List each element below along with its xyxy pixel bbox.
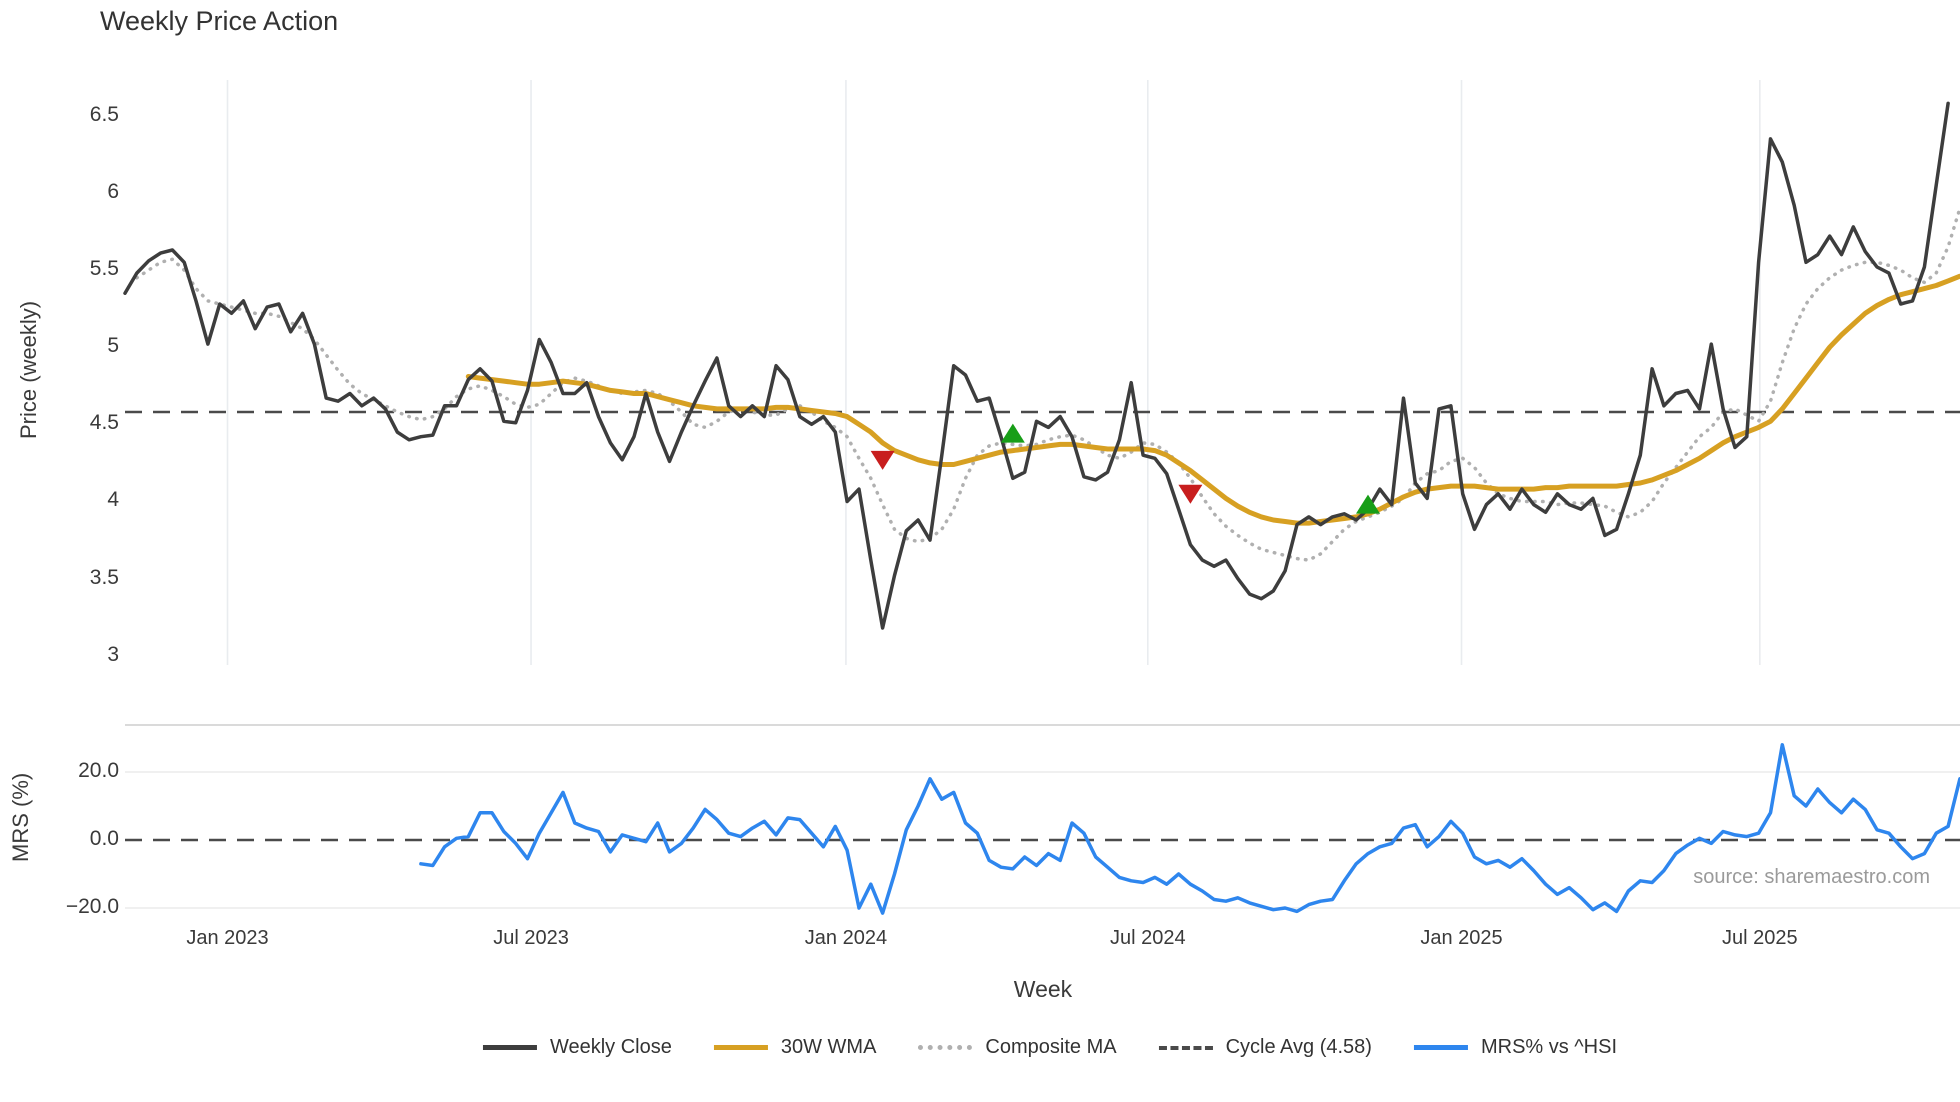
mrs-ytick-−20.0: −20.0 (65, 895, 119, 918)
price-ytick-4: 4 (107, 488, 119, 512)
xtick-jan-2024: Jan 2024 (804, 927, 888, 949)
week-axis-title: Week (1013, 976, 1073, 1002)
mrs-ytick-20.0: 20.0 (78, 759, 119, 782)
legend-swatch (1413, 1045, 1468, 1050)
triangle-down-marker[interactable] (1178, 484, 1203, 504)
series-mrs-vs-hsi[interactable] (419, 743, 1960, 915)
legend-label: Cycle Avg (4.58) (1225, 1036, 1372, 1058)
legend-item-composite-ma[interactable]: Composite MA (918, 1036, 1117, 1059)
xtick-jan-2025: Jan 2025 (1420, 927, 1503, 949)
series-30w-wma[interactable] (465, 273, 1960, 526)
legend-label: MRS% vs ^HSI (1480, 1036, 1618, 1058)
price-ytick-4.5: 4.5 (89, 411, 119, 435)
legend: Weekly Close 30W WMA Composite MA Cycle Avg… (462, 1036, 1638, 1059)
series-composite-ma[interactable] (135, 206, 1960, 562)
xtick-jan-2023: Jan 2023 (186, 927, 269, 949)
price-ytick-5.5: 5.5 (89, 257, 119, 281)
legend-swatch (918, 1045, 973, 1050)
source-note: source: sharemaestro.com (1693, 866, 1930, 888)
xtick-jul-2023: Jul 2023 (493, 927, 569, 949)
legend-label: 30W WMA (780, 1036, 877, 1058)
price-ytick-6: 6 (107, 179, 119, 203)
mrs-ytick-0.0: 0.0 (89, 827, 119, 850)
legend-item-mrs-vs-hsi[interactable]: MRS% vs ^HSI (1413, 1036, 1618, 1059)
legend-swatch (1158, 1045, 1213, 1050)
triangle-up-marker[interactable] (1000, 423, 1025, 443)
legend-label: Weekly Close (549, 1036, 672, 1058)
legend-item-cycle-avg-4-58-[interactable]: Cycle Avg (4.58) (1158, 1036, 1372, 1059)
price-ytick-6.5: 6.5 (89, 102, 119, 126)
price-ytick-5: 5 (107, 334, 119, 358)
price-ytick-3.5: 3.5 (89, 565, 119, 589)
triangle-up-marker[interactable] (1355, 494, 1380, 514)
series-weekly-close[interactable] (123, 101, 1950, 630)
legend-item-30w-wma[interactable]: 30W WMA (713, 1036, 877, 1059)
xtick-jul-2025: Jul 2025 (1722, 927, 1798, 949)
chart-title: Weekly Price Action (100, 6, 339, 36)
legend-item-weekly-close[interactable]: Weekly Close (482, 1036, 672, 1059)
triangle-down-marker[interactable] (870, 450, 895, 470)
legend-swatch (482, 1045, 537, 1050)
price-ytick-3: 3 (107, 642, 119, 666)
legend-swatch (713, 1045, 768, 1050)
legend-label: Composite MA (985, 1036, 1117, 1058)
xtick-jul-2024: Jul 2024 (1109, 927, 1186, 949)
